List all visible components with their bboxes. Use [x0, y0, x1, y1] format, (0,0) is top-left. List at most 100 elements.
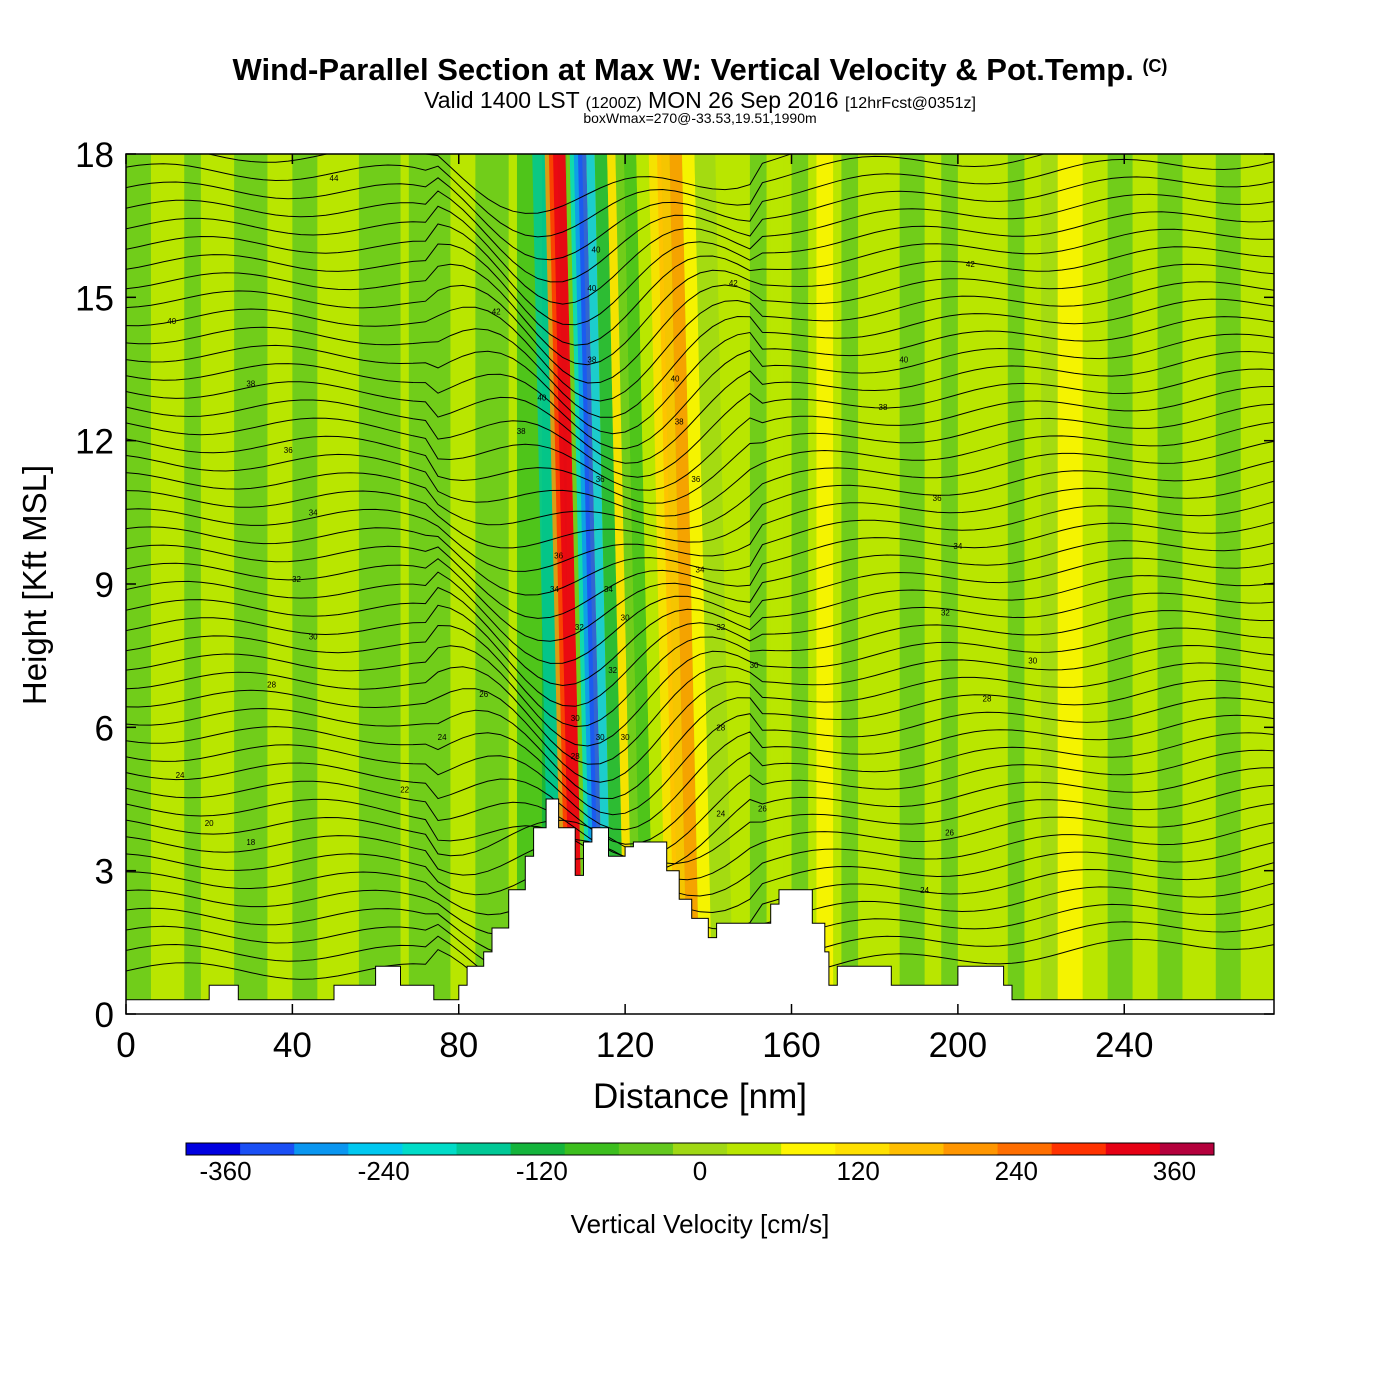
velocity-band: [594, 154, 626, 1014]
isentrope-line: [126, 281, 1274, 402]
isentrope-label: 34: [604, 585, 613, 594]
isentrope-line: [126, 644, 1274, 765]
velocity-band: [941, 154, 958, 1014]
isentrope-line: [126, 627, 1274, 747]
isentrope-label: 32: [575, 623, 584, 632]
velocity-band: [475, 154, 509, 1014]
colorbar-swatch: [510, 1143, 566, 1155]
isentrope-label: 38: [246, 379, 255, 388]
velocity-band: [408, 154, 451, 1014]
isentrope-line: [126, 316, 1274, 435]
colorbar-tick-label: 120: [836, 1156, 879, 1186]
isentrope-line: [126, 822, 1274, 897]
velocity-band: [358, 154, 401, 1014]
colorbar-swatch: [186, 1143, 241, 1155]
isentrope-label: 28: [983, 695, 992, 704]
isentrope-line: [126, 784, 1274, 865]
isentrope-line: [126, 714, 1274, 831]
velocity-band: [1007, 154, 1025, 1014]
isentrope-line: [126, 803, 1274, 881]
velocity-band: [791, 154, 809, 1014]
colorbar-swatch: [618, 1143, 674, 1155]
isentrope-label: 32: [292, 575, 301, 584]
isentrope-line: [126, 480, 1274, 572]
isentrope-line: [126, 749, 1274, 859]
y-tick-label: 0: [95, 996, 114, 1035]
x-tick-label: 0: [116, 1026, 135, 1065]
isentrope-line: [126, 460, 1274, 549]
y-tick-label: 9: [95, 566, 114, 605]
isentrope-label: 36: [933, 494, 942, 503]
isentrope-label: 30: [571, 714, 580, 723]
velocity-band: [682, 154, 713, 1014]
isentrope-label: 24: [176, 771, 185, 780]
colorbar-tick-label: -240: [358, 1156, 410, 1186]
colorbar-swatch: [294, 1143, 349, 1155]
colorbar-frame: [185, 1142, 1215, 1156]
isentrope-label: 40: [167, 317, 176, 326]
isentrope-line: [126, 610, 1274, 728]
isentrope-label: 22: [400, 785, 409, 794]
velocity-band: [1157, 154, 1183, 1014]
isentrope-line: [126, 697, 1274, 816]
colorbar-swatch: [943, 1143, 999, 1155]
isentrope-line: [126, 350, 1274, 464]
isentrope-line: [126, 592, 1274, 707]
isentrope-line: [126, 263, 1274, 384]
velocity-band: [615, 154, 642, 1014]
colorbar-tick-label: -120: [516, 1156, 568, 1186]
isentrope-label: 42: [966, 260, 975, 269]
velocity-band: [1057, 154, 1083, 1014]
isentrope-label: 36: [284, 446, 293, 455]
y-tick-label: 15: [75, 279, 114, 318]
y-axis-label: Height [Kft MSL]: [16, 465, 53, 705]
colorbar-tick-label: 360: [1153, 1156, 1196, 1186]
velocity-band: [126, 154, 151, 1014]
velocity-band: [1041, 154, 1058, 1014]
velocity-band: [623, 154, 655, 1014]
isentrope-label: 28: [571, 752, 580, 761]
isentrope-label: 42: [492, 308, 501, 317]
isentrope-label: 30: [596, 733, 605, 742]
x-tick-label: 80: [439, 1026, 478, 1065]
colorbar-swatch: [672, 1143, 728, 1155]
isentrope-label: 32: [716, 623, 725, 632]
isentrope-label: 36: [596, 475, 605, 484]
isentrope-label: 20: [205, 819, 214, 828]
isentrope-label: 32: [608, 666, 617, 675]
colorbar-swatch: [402, 1143, 458, 1155]
box-wmax-info: boxWmax=270@-33.53,19.51,1990m: [583, 110, 817, 126]
isentrope-label: 24: [920, 886, 929, 895]
y-tick-label: 3: [95, 853, 114, 892]
isentrope-line: [126, 193, 1274, 305]
isentrope-line: [126, 228, 1274, 346]
isentrope-label: 24: [716, 809, 725, 818]
velocity-band: [607, 154, 634, 1014]
isentrope-line: [126, 421, 1274, 517]
chart-title: Wind-Parallel Section at Max W: Vertical…: [0, 52, 1400, 88]
isentrope-label: 36: [691, 475, 700, 484]
isentrope-label: 30: [1028, 656, 1037, 665]
isentrope-label: 40: [587, 284, 596, 293]
valid-time: Valid 1400 LST: [424, 87, 580, 113]
isentrope-line: [126, 501, 1274, 596]
colorbar-swatch: [835, 1143, 890, 1155]
isentrope-line: [126, 154, 1046, 238]
velocity-band: [770, 154, 784, 1014]
isentrope-line: [126, 732, 1274, 845]
velocity-band: [234, 154, 268, 1014]
isentrope-line: [126, 841, 1274, 916]
colorbar-swatch: [1105, 1143, 1161, 1155]
isentrope-label: 28: [267, 680, 276, 689]
velocity-band: [841, 154, 859, 1014]
velocity-band: [578, 154, 605, 1014]
isentrope-line: [126, 403, 1274, 504]
isentrope-line: [126, 540, 1274, 642]
isentrope-line: [206, 154, 793, 214]
isentrope-label: 38: [675, 418, 684, 427]
isentrope-label: 30: [621, 613, 630, 622]
y-tick-label: 18: [75, 136, 114, 175]
colorbar-tick-label: 0: [693, 1156, 707, 1186]
chart-title-text: Wind-Parallel Section at Max W: Vertical…: [232, 52, 1134, 87]
